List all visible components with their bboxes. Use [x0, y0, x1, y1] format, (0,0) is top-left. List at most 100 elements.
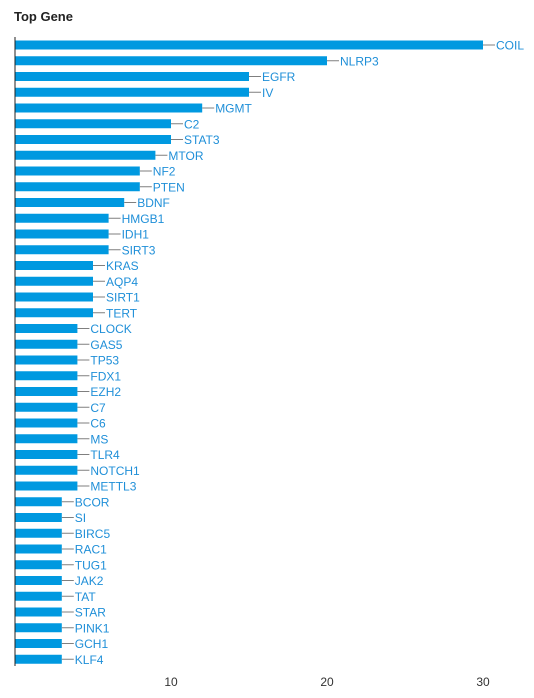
x-tick-label: 10 [164, 675, 178, 689]
bar[interactable] [15, 576, 62, 585]
bar-group: IDH1 [15, 228, 149, 242]
bar-label: GCH1 [75, 637, 109, 651]
bar[interactable] [15, 40, 483, 50]
bar-group: STAT3 [15, 133, 220, 147]
bar[interactable] [15, 623, 62, 633]
bar[interactable] [15, 607, 62, 617]
bar-group: RAC1 [15, 543, 107, 557]
bar-group: STAR [15, 606, 106, 620]
bar-label: FDX1 [90, 369, 121, 383]
bar-label: PINK1 [75, 621, 110, 635]
bar-group: BCOR [15, 495, 110, 509]
bar-group: C6 [15, 417, 106, 431]
bar-group: IV [15, 86, 273, 100]
bar-label: RAC1 [75, 543, 107, 557]
bar[interactable] [15, 528, 62, 538]
bar-group: JAK2 [15, 574, 104, 588]
x-tick-label: 30 [476, 675, 490, 689]
bar[interactable] [15, 103, 203, 113]
bar-label: PTEN [153, 180, 185, 194]
x-axis-ticks: 10 20 30 [164, 675, 490, 689]
bar-group: NLRP3 [15, 54, 379, 68]
bar-label: STAR [75, 606, 106, 620]
bar[interactable] [15, 245, 109, 255]
bar-group: C7 [15, 401, 106, 415]
bar-label: METTL3 [90, 480, 136, 494]
bar[interactable] [15, 324, 78, 333]
bar-group: TERT [15, 306, 138, 320]
bar-label: GAS5 [90, 338, 122, 352]
bar-group: MTOR [15, 149, 204, 163]
bar[interactable] [15, 371, 78, 381]
bar-group: NF2 [15, 165, 176, 179]
bar-group: KRAS [15, 259, 139, 273]
bar[interactable] [15, 544, 62, 554]
bar-group: TP53 [15, 354, 119, 368]
bar-label: AQP4 [106, 275, 138, 289]
bar[interactable] [15, 654, 62, 664]
bar[interactable] [15, 402, 78, 412]
bar-group: BDNF [15, 196, 170, 210]
bar[interactable] [15, 150, 156, 160]
bar[interactable] [15, 481, 78, 491]
bar-group: MGMT [15, 102, 253, 116]
bar-group: SIRT1 [15, 291, 140, 305]
bar-label: SIRT1 [106, 291, 140, 305]
bar-label: MS [90, 432, 108, 446]
bar[interactable] [15, 465, 78, 475]
bar[interactable] [15, 276, 93, 286]
bar[interactable] [15, 308, 93, 318]
bar-group: HMGB1 [15, 212, 165, 226]
bar-group: PTEN [15, 180, 185, 194]
bar[interactable] [15, 198, 125, 207]
bar-label: BIRC5 [75, 527, 111, 541]
bar[interactable] [15, 497, 62, 507]
bar-group: EGFR [15, 70, 296, 84]
bar-label: STAT3 [184, 133, 220, 147]
bar-group: PINK1 [15, 621, 110, 635]
bar-group: COIL [15, 39, 524, 53]
bar[interactable] [15, 418, 78, 428]
bar[interactable] [15, 292, 93, 302]
bar-label: JAK2 [75, 574, 104, 588]
bar[interactable] [15, 387, 78, 396]
bar-label: NF2 [153, 165, 176, 179]
bar-label: HMGB1 [122, 212, 165, 226]
bar-label: TAT [75, 590, 97, 604]
bar-label: EZH2 [90, 385, 121, 399]
bar[interactable] [15, 434, 78, 444]
bar[interactable] [15, 513, 62, 522]
bar[interactable] [15, 72, 249, 81]
bar-label: IV [262, 86, 273, 100]
bar[interactable] [15, 261, 93, 270]
bar-label: TP53 [90, 354, 119, 368]
bar[interactable] [15, 229, 109, 239]
bar-group: SIRT3 [15, 243, 156, 257]
bar-group: AQP4 [15, 275, 138, 289]
bar-label: TERT [106, 306, 138, 320]
bar-label: C7 [90, 401, 106, 415]
bar[interactable] [15, 560, 62, 570]
bar[interactable] [15, 119, 171, 129]
bar[interactable] [15, 135, 171, 144]
bar[interactable] [15, 591, 62, 601]
bar[interactable] [15, 87, 249, 97]
bar-group: TAT [15, 590, 96, 604]
bar[interactable] [15, 639, 62, 648]
bar-label: MTOR [168, 149, 203, 163]
bar-label: COIL [496, 39, 524, 53]
bar-label: KLF4 [75, 653, 104, 667]
bar-label: MGMT [215, 102, 252, 116]
bar[interactable] [15, 339, 78, 349]
bar[interactable] [15, 213, 109, 223]
bar[interactable] [15, 56, 327, 66]
bar-label: C6 [90, 417, 106, 431]
bar-group: KLF4 [15, 653, 104, 667]
bar-label: C2 [184, 117, 200, 131]
bar[interactable] [15, 166, 140, 176]
bar[interactable] [15, 450, 78, 459]
bar[interactable] [15, 355, 78, 365]
bar[interactable] [15, 182, 140, 192]
bar-group: C2 [15, 117, 200, 131]
bar-label: NOTCH1 [90, 464, 140, 478]
